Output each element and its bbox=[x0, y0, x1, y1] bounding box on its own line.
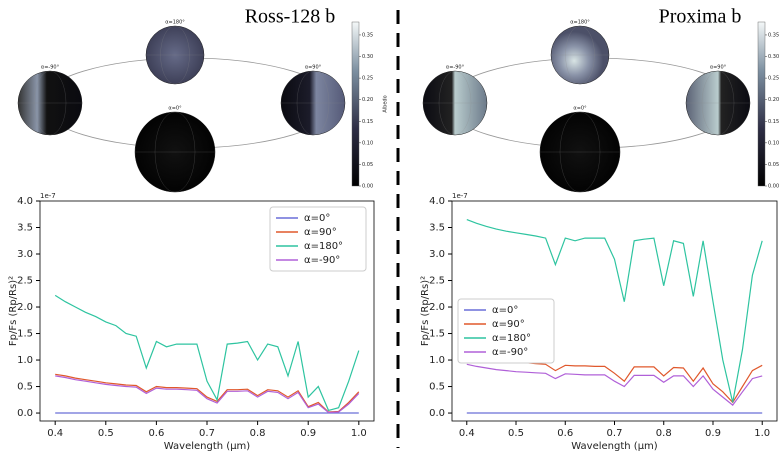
colorbar bbox=[351, 21, 360, 187]
y-tick-label: 3.0 bbox=[429, 249, 445, 260]
y-tick-label: 3.5 bbox=[429, 223, 445, 234]
y-axis-label: Fp/Fs (Rp/Rs)² bbox=[8, 276, 19, 346]
x-tick-label: 0.4 bbox=[47, 428, 63, 439]
y-tick-label: 1.5 bbox=[17, 329, 33, 340]
x-tick-label: 0.4 bbox=[459, 428, 475, 439]
colorbar-tick-label: 0.20 bbox=[362, 97, 373, 103]
colorbar-tick-label: 0.35 bbox=[768, 32, 779, 38]
colorbar-tick-label: 0.15 bbox=[362, 119, 373, 125]
y-tick-label: 4.0 bbox=[429, 196, 445, 207]
legend-label: α=-90° bbox=[492, 347, 528, 358]
y-tick-label: 2.0 bbox=[429, 302, 445, 313]
legend-label: α=90° bbox=[492, 319, 525, 330]
legend-label: α=0° bbox=[492, 305, 518, 316]
x-tick-label: 0.8 bbox=[656, 428, 672, 439]
colorbar-tick-label: 0.25 bbox=[362, 76, 373, 82]
legend-label: α=90° bbox=[304, 227, 337, 238]
phase-label: α=0° bbox=[573, 106, 587, 112]
y-tick-label: 2.0 bbox=[17, 302, 33, 313]
legend-label: α=180° bbox=[492, 333, 531, 344]
colorbar-label: Albedo bbox=[383, 95, 389, 112]
colorbar bbox=[757, 21, 766, 187]
y-tick-label: 0.0 bbox=[17, 408, 33, 419]
x-tick-label: 0.7 bbox=[199, 428, 215, 439]
legend-box bbox=[457, 298, 555, 364]
y-offset-label: 1e-7 bbox=[40, 192, 56, 200]
legend-label: α=180° bbox=[304, 241, 343, 252]
x-tick-label: 0.7 bbox=[607, 428, 623, 439]
series-line bbox=[466, 219, 763, 403]
x-tick-label: 0.5 bbox=[508, 428, 524, 439]
colorbar-tick-label: 0.15 bbox=[768, 119, 779, 125]
y-tick-label: 0.5 bbox=[429, 382, 445, 393]
y-tick-label: 3.0 bbox=[17, 249, 33, 260]
colorbar-tick-label: 0.10 bbox=[362, 140, 373, 146]
panel-title: Proxima b bbox=[659, 6, 742, 28]
x-axis-label: Wavelength (μm) bbox=[571, 441, 658, 452]
colorbar-tick-label: 0.10 bbox=[768, 140, 779, 146]
y-tick-label: 2.5 bbox=[17, 276, 33, 287]
series-line bbox=[466, 363, 763, 406]
y-tick-label: 3.5 bbox=[17, 223, 33, 234]
y-tick-label: 0.5 bbox=[17, 382, 33, 393]
y-axis-label: Fp/Fs (Rp/Rs)² bbox=[420, 276, 431, 346]
phase-label: α=-90° bbox=[446, 65, 465, 71]
colorbar-tick-label: 0.05 bbox=[362, 162, 373, 168]
x-tick-label: 0.6 bbox=[557, 428, 573, 439]
x-tick-label: 1.0 bbox=[351, 428, 367, 439]
y-tick-label: 1.5 bbox=[429, 329, 445, 340]
colorbar-tick-label: 0.30 bbox=[362, 54, 373, 60]
colorbar-tick-label: 0.35 bbox=[362, 32, 373, 38]
colorbar-tick-label: 0.25 bbox=[768, 76, 779, 82]
colorbar-tick-label: 0.30 bbox=[768, 54, 779, 60]
phase-label: α=-90° bbox=[41, 65, 60, 71]
colorbar-tick-label: 0.20 bbox=[768, 97, 779, 103]
y-tick-label: 0.0 bbox=[429, 408, 445, 419]
colorbar-tick-label: 0.00 bbox=[768, 184, 779, 190]
x-axis-label: Wavelength (μm) bbox=[164, 441, 251, 452]
phase-label: α=180° bbox=[570, 20, 590, 26]
legend-box bbox=[269, 206, 367, 272]
panel-title: Ross-128 b bbox=[245, 6, 336, 28]
y-tick-label: 1.0 bbox=[429, 355, 445, 366]
phase-label: α=90° bbox=[710, 65, 727, 71]
legend-label: α=-90° bbox=[304, 255, 340, 266]
y-offset-label: 1e-7 bbox=[452, 192, 468, 200]
y-tick-label: 2.5 bbox=[429, 276, 445, 287]
x-tick-label: 0.9 bbox=[705, 428, 721, 439]
y-tick-label: 4.0 bbox=[17, 196, 33, 207]
phase-label: α=90° bbox=[305, 65, 322, 71]
x-tick-label: 0.6 bbox=[148, 428, 164, 439]
phase-label: α=0° bbox=[168, 106, 182, 112]
x-tick-label: 0.5 bbox=[98, 428, 114, 439]
x-tick-label: 1.0 bbox=[754, 428, 770, 439]
x-tick-label: 0.9 bbox=[300, 428, 316, 439]
x-tick-label: 0.8 bbox=[250, 428, 266, 439]
series-line bbox=[54, 294, 360, 412]
legend-label: α=0° bbox=[304, 213, 330, 224]
series-line bbox=[55, 375, 360, 414]
colorbar-tick-label: 0.00 bbox=[362, 184, 373, 190]
phase-label: α=180° bbox=[165, 20, 185, 26]
y-tick-label: 1.0 bbox=[17, 355, 33, 366]
colorbar-tick-label: 0.05 bbox=[768, 162, 779, 168]
